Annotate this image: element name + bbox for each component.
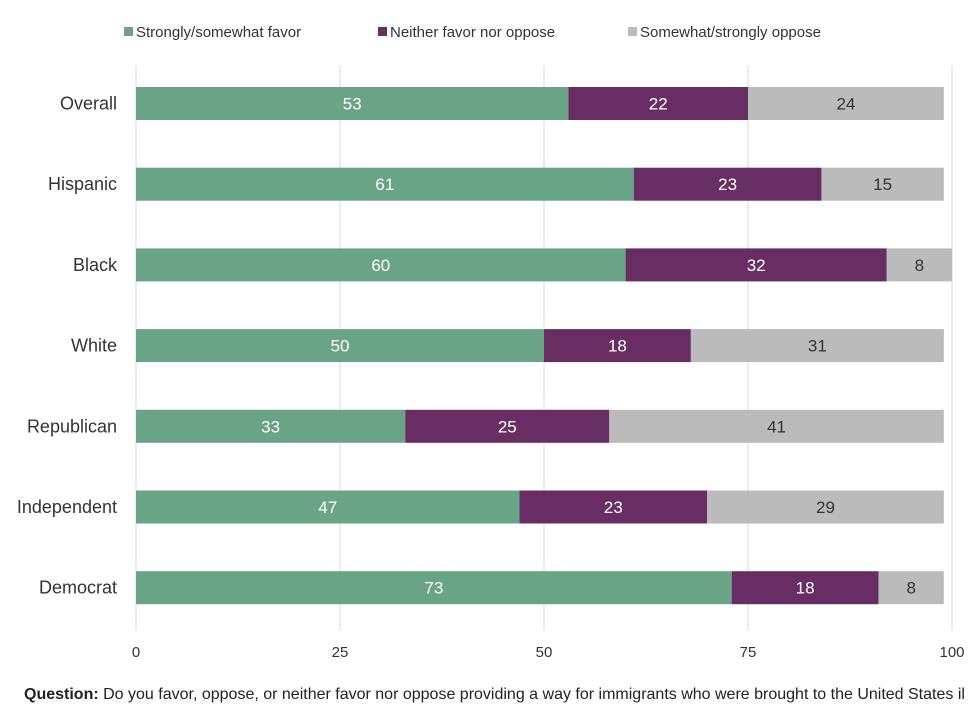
x-tick-label-25: 25 <box>332 644 349 661</box>
value-label-independent-series-3: 29 <box>816 498 835 517</box>
x-axis-ticks: 0 25 50 75 100 <box>132 644 965 661</box>
legend-swatch-3 <box>628 27 637 36</box>
category-labels: Overall Hispanic Black White Republican Indep… <box>17 94 118 598</box>
bar-black-series-3 <box>886 248 952 282</box>
value-label-democrat-series-3: 8 <box>906 579 915 598</box>
legend-label-3: Somewhat/strongly oppose <box>640 24 821 41</box>
value-label-black-series-2: 32 <box>747 256 766 275</box>
bar-black-series-1 <box>136 248 626 282</box>
value-label-white-series-3: 31 <box>808 337 827 356</box>
x-tick-label-100: 100 <box>939 644 964 661</box>
stacked-bar-chart: Strongly/somewhat favor Neither favor nor… <box>17 24 965 661</box>
x-tick-label-75: 75 <box>740 644 757 661</box>
value-label-independent-series-1: 47 <box>318 498 337 517</box>
bar-independent-series-3 <box>707 490 944 524</box>
value-label-hispanic-series-3: 15 <box>873 175 892 194</box>
bar-democrat-series-3 <box>878 571 944 605</box>
category-label-republican: Republican <box>27 416 117 436</box>
category-label-hispanic: Hispanic <box>48 174 117 194</box>
legend-swatch-2 <box>378 27 387 36</box>
x-tick-label-0: 0 <box>132 644 140 661</box>
footnote-label: Question: <box>24 686 99 703</box>
bar-independent-series-1 <box>136 490 520 524</box>
x-tick-label-50: 50 <box>536 644 553 661</box>
value-label-republican-series-2: 25 <box>498 417 517 436</box>
bar-democrat-series-2 <box>731 571 879 605</box>
value-label-hispanic-series-2: 23 <box>718 175 737 194</box>
bar-white-series-3 <box>690 329 944 363</box>
question-footnote: Question: Do you favor, oppose, or neith… <box>24 684 964 720</box>
value-label-democrat-series-1: 73 <box>424 579 443 598</box>
chart-bars: 53 22 24 61 23 15 60 32 8 50 18 31 33 25 41 47 23 29 73 18 8 <box>136 87 952 605</box>
category-label-independent: Independent <box>17 497 117 517</box>
bar-overall-series-3 <box>748 87 944 120</box>
bar-white-series-2 <box>544 329 691 363</box>
category-label-overall: Overall <box>60 94 117 114</box>
legend-label-2: Neither favor nor oppose <box>390 24 555 41</box>
value-label-democrat-series-2: 18 <box>796 579 815 598</box>
value-label-black-series-3: 8 <box>915 256 924 275</box>
value-label-hispanic-series-1: 61 <box>375 175 394 194</box>
value-label-overall-series-3: 24 <box>836 95 855 114</box>
bar-republican-series-2 <box>405 409 610 443</box>
category-label-democrat: Democrat <box>39 578 117 598</box>
bar-independent-series-2 <box>519 490 708 524</box>
category-label-black: Black <box>73 255 118 275</box>
value-label-white-series-1: 50 <box>331 337 350 356</box>
bar-republican-series-1 <box>136 409 406 443</box>
bar-hispanic-series-3 <box>821 167 944 201</box>
value-label-overall-series-2: 22 <box>649 95 668 114</box>
footnote-text: Do you favor, oppose, or neither favor n… <box>103 686 964 703</box>
value-label-overall-series-1: 53 <box>343 95 362 114</box>
value-label-independent-series-2: 23 <box>604 498 623 517</box>
bar-republican-series-3 <box>609 409 944 443</box>
value-label-republican-series-3: 41 <box>767 417 786 436</box>
bar-hispanic-series-2 <box>633 167 822 201</box>
bar-democrat-series-1 <box>136 571 732 605</box>
legend-swatch-1 <box>124 27 133 36</box>
chart-legend: Strongly/somewhat favor Neither favor nor… <box>124 24 821 41</box>
value-label-white-series-2: 18 <box>608 337 627 356</box>
bar-overall-series-2 <box>568 87 748 120</box>
bar-white-series-1 <box>136 329 544 363</box>
legend-label-1: Strongly/somewhat favor <box>136 24 301 41</box>
category-label-white: White <box>71 336 117 356</box>
bar-black-series-2 <box>625 248 887 282</box>
value-label-republican-series-1: 33 <box>261 417 280 436</box>
value-label-black-series-1: 60 <box>371 256 390 275</box>
bar-hispanic-series-1 <box>136 167 634 201</box>
bar-overall-series-1 <box>136 87 569 120</box>
